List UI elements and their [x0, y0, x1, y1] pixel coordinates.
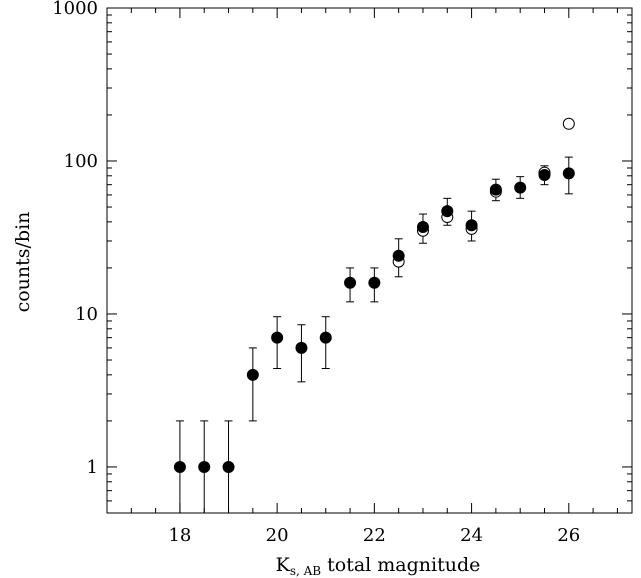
filled-circle-point	[246, 368, 259, 381]
error-bars	[175, 156, 573, 513]
filled-circle-point	[514, 181, 527, 194]
plot-frame	[106, 7, 633, 514]
y-tick-label: 1	[87, 457, 98, 478]
x-tick-label: 18	[168, 525, 191, 546]
filled-circle-point	[271, 331, 284, 344]
open-markers	[392, 117, 575, 268]
filled-circle-point	[198, 460, 211, 473]
filled-circle-point	[319, 331, 332, 344]
filled-circle-point	[344, 276, 357, 289]
open-circle-point	[562, 117, 575, 130]
filled-circle-point	[538, 168, 551, 181]
axis-ticks	[106, 7, 632, 514]
x-axis-label-subscript: s, AB	[290, 564, 321, 578]
filled-circle-point	[173, 460, 186, 473]
filled-circle-point	[295, 341, 308, 354]
y-tick-label: 1000	[52, 0, 98, 19]
filled-circle-point	[441, 205, 454, 218]
x-tick-label: 24	[460, 525, 483, 546]
x-tick-labels: 18 20 22 24 26	[168, 525, 580, 546]
x-axis-label: Ks, AB total magnitude	[276, 554, 481, 578]
x-tick-label: 26	[557, 525, 580, 546]
filled-circle-point	[489, 183, 502, 196]
y-tick-labels: 1 10 100 1000	[52, 0, 98, 478]
y-tick-label: 100	[64, 151, 98, 172]
x-axis-label-main: K	[276, 554, 291, 576]
x-axis-label-rest: total magnitude	[321, 554, 480, 576]
filled-circle-point	[222, 460, 235, 473]
filled-circle-point	[562, 167, 575, 180]
filled-circle-point	[416, 221, 429, 234]
x-tick-label: 20	[266, 525, 289, 546]
filled-circle-point	[368, 276, 381, 289]
y-tick-label: 10	[75, 304, 98, 325]
filled-markers	[173, 167, 575, 473]
filled-circle-point	[392, 249, 405, 262]
filled-circle-point	[465, 219, 478, 232]
x-tick-label: 22	[363, 525, 386, 546]
y-axis-label: counts/bin	[12, 212, 34, 313]
